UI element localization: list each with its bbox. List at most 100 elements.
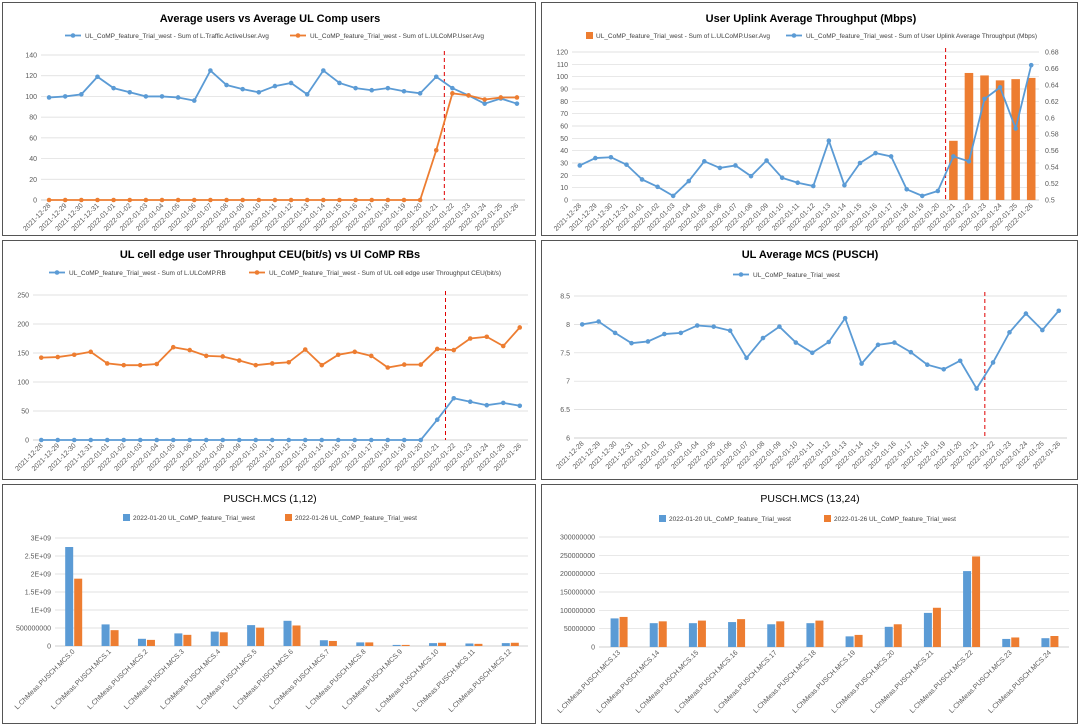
legend-label: UL_CoMP_feature_Trial_west - Sum of L.Tr… — [85, 33, 269, 40]
bar-2 — [74, 578, 83, 646]
legend-swatch — [123, 514, 130, 521]
y-tick-label: 10 — [560, 185, 568, 192]
chart-title: Average users vs Average UL Comp users — [160, 13, 381, 25]
bar-1 — [1026, 77, 1036, 200]
data-point — [321, 197, 326, 203]
data-point — [748, 173, 754, 179]
data-point — [500, 343, 506, 349]
bar-2 — [328, 640, 337, 646]
data-point — [302, 437, 308, 443]
legend-label: 2022-01-20 UL_CoMP_feature_Trial_west — [133, 515, 255, 522]
data-point — [236, 437, 242, 443]
legend-swatch — [285, 514, 292, 521]
x-tick-label: L.ChMeas.PUSCH.MCS.5 — [196, 648, 259, 711]
bar-1 — [767, 624, 776, 647]
data-point — [608, 154, 614, 160]
data-point — [925, 362, 930, 368]
data-point — [401, 437, 407, 443]
data-point — [990, 360, 996, 365]
legend-swatch-marker — [738, 272, 744, 277]
data-point — [385, 437, 391, 443]
data-point — [888, 154, 894, 159]
bar-2 — [438, 642, 447, 646]
series-line-1 — [41, 397, 520, 441]
y-tick-label: 40 — [560, 148, 568, 155]
data-point — [727, 328, 733, 333]
bar-1 — [1011, 79, 1020, 200]
data-point — [1013, 126, 1018, 131]
bar-1 — [649, 623, 658, 647]
chart-title: User Uplink Average Throughput (Mbps) — [706, 13, 917, 25]
bar-2 — [932, 607, 941, 647]
y-tick-label: 100 — [25, 94, 37, 101]
data-point — [288, 197, 294, 203]
y-tick-label: 150 — [17, 351, 29, 358]
data-point — [777, 324, 782, 329]
y-tick-label: 50000000 — [564, 626, 595, 633]
chart-panel-uplink-throughput: User Uplink Average Throughput (Mbps) 0 10… — [541, 2, 1078, 236]
data-point — [62, 94, 68, 99]
data-point — [208, 68, 213, 73]
data-point — [596, 319, 601, 324]
data-point — [208, 197, 213, 203]
data-point — [717, 165, 723, 171]
data-point — [368, 437, 374, 443]
x-tick-label: L.ChMeas.PUSCH.MCS.10 — [375, 648, 441, 714]
legend-label: 2022-01-26 UL_CoMP_feature_Trial_west — [834, 516, 956, 523]
bar-1 — [610, 618, 619, 647]
bar-1 — [247, 625, 256, 646]
bar-2 — [893, 624, 902, 647]
data-point — [175, 197, 181, 203]
y-tick-label: 70 — [560, 111, 568, 118]
y-tick-label: 50 — [560, 136, 568, 143]
x-tick-label: L.ChMeas.PUSCH.MCS.7 — [269, 648, 332, 711]
bar-1 — [1002, 638, 1011, 647]
data-point — [353, 85, 358, 91]
data-point — [433, 74, 439, 80]
bar-2 — [146, 639, 155, 646]
data-point — [467, 399, 473, 405]
y-tick-label: 8 — [566, 322, 570, 329]
data-point — [466, 93, 471, 98]
data-point — [321, 68, 326, 73]
data-point — [79, 92, 84, 97]
data-point — [253, 362, 259, 368]
data-point — [121, 362, 127, 368]
data-point — [272, 197, 278, 203]
y-tick-label: 100 — [556, 74, 568, 81]
bar-1 — [1041, 638, 1050, 647]
x-tick-label: L.ChMeas.PUSCH.MCS.0 — [14, 648, 77, 711]
bar-2 — [256, 627, 265, 646]
bar-2 — [1011, 637, 1020, 647]
data-point — [593, 155, 598, 161]
bar-1 — [845, 636, 854, 647]
data-point — [417, 91, 423, 96]
data-point — [111, 197, 116, 203]
bar-2 — [697, 620, 706, 647]
x-tick-label: L.ChMeas.PUSCH.MCS.17 — [713, 649, 779, 715]
chart-title: PUSCH.MCS (1,12) — [223, 493, 316, 505]
legend-swatch-marker — [254, 270, 260, 275]
data-point — [997, 85, 1003, 90]
data-point — [220, 437, 226, 443]
data-point — [482, 101, 487, 106]
y2-tick-label: 0.52 — [1045, 181, 1059, 188]
data-point — [1040, 327, 1045, 333]
data-point — [401, 88, 407, 94]
x-tick-label: L.ChMeas.PUSCH.MCS.8 — [305, 648, 368, 711]
data-point — [514, 95, 520, 100]
data-point — [451, 347, 457, 353]
y-tick-label: 0 — [47, 644, 51, 651]
data-point — [779, 175, 785, 181]
legend-swatch-marker — [791, 33, 797, 38]
chart-average-users: Average users vs Average UL Comp users 0 2… — [22, 13, 525, 233]
chart-panel-pusch-mcs-1-12: PUSCH.MCS (1,12) 0 500000000 1E+09 1.5E+09 2E… — [2, 484, 536, 724]
data-point — [385, 197, 391, 203]
y2-tick-label: 0.56 — [1045, 148, 1059, 155]
y-tick-label: 0 — [591, 645, 595, 652]
bar-2 — [219, 632, 228, 646]
data-point — [579, 322, 585, 327]
y-tick-label: 2E+09 — [31, 572, 52, 579]
bar-1 — [429, 643, 438, 646]
legend-label: UL_CoMP_feature_Trial_west - Sum of L.UL… — [596, 33, 770, 40]
